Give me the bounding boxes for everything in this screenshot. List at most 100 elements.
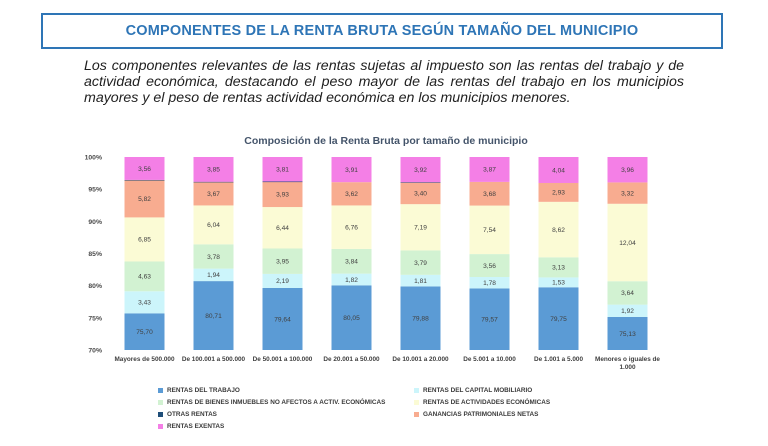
stacked-bar-chart: Composición de la Renta Bruta por tamaño…	[85, 135, 661, 371]
bar-segment	[331, 285, 372, 350]
bar-segment	[469, 157, 510, 182]
x-category-label: De 20.001 a 50.000	[323, 356, 380, 363]
data-label: 6,85	[138, 237, 151, 244]
bar-segment	[469, 288, 510, 350]
legend-swatch	[414, 388, 419, 393]
bar-segment	[607, 157, 648, 183]
x-category-label: De 1.001 a 5.000	[534, 356, 583, 363]
data-label: 3,32	[621, 190, 634, 197]
bar-segment	[607, 316, 648, 350]
data-label: 1,94	[207, 272, 220, 279]
bar-segment	[400, 182, 441, 183]
data-label: 3,87	[483, 167, 496, 174]
bar-segment	[124, 313, 165, 350]
bar-segment	[331, 273, 372, 286]
data-label: 3,93	[276, 192, 289, 199]
legend-label: OTRAS RENTAS	[167, 411, 217, 418]
y-tick-label: 80%	[88, 283, 102, 290]
data-label: 3,62	[345, 191, 358, 198]
data-label: 8,62	[552, 227, 565, 234]
bar-segment	[607, 304, 648, 317]
legend-item: RENTAS EXENTAS	[158, 422, 414, 431]
data-label: 79,75	[550, 316, 567, 323]
x-category-label: De 100.001 a 500.000	[182, 356, 246, 363]
data-label: 3,43	[138, 300, 151, 307]
bar-segment	[124, 261, 165, 292]
bar-segment	[262, 287, 303, 350]
data-label: 4,63	[138, 274, 151, 281]
data-label: 1,92	[621, 308, 634, 315]
bar-segment	[262, 181, 303, 208]
bar-segment	[193, 268, 234, 282]
data-label: 3,78	[207, 254, 220, 261]
bar-segment	[469, 276, 510, 289]
bar-segment	[124, 179, 165, 218]
data-label: 3,96	[621, 167, 634, 174]
legend-swatch	[414, 412, 419, 417]
data-label: 3,56	[483, 263, 496, 270]
legend-item: RENTAS DE ACTIVIDADES ECONÓMICAS	[414, 398, 614, 407]
bar-segment	[607, 281, 648, 305]
bar-segment	[538, 182, 579, 202]
data-label: 3,68	[483, 191, 496, 198]
bar-segment	[262, 248, 303, 274]
bar-segment	[331, 182, 372, 206]
bar-segment	[400, 274, 441, 287]
bar-segment	[400, 250, 441, 275]
data-label: 3,40	[414, 191, 427, 198]
data-label: 1,53	[552, 280, 565, 287]
bar-segment	[469, 205, 510, 255]
data-label: 3,79	[414, 260, 427, 267]
legend-label: RENTAS DE ACTIVIDADES ECONÓMICAS	[423, 399, 551, 406]
y-tick-label: 85%	[88, 251, 102, 258]
bar-segment	[124, 179, 165, 181]
bar-segment	[262, 157, 303, 182]
bar-segment	[538, 157, 579, 183]
page-title-box: COMPONENTES DE LA RENTA BRUTA SEGÚN TAMA…	[41, 13, 723, 49]
data-label: 3,91	[345, 167, 358, 174]
data-label: 2,93	[552, 190, 565, 197]
y-tick-label: 70%	[88, 348, 102, 355]
data-label: 79,88	[412, 316, 429, 323]
data-label: 3,85	[207, 167, 220, 174]
bar-segment	[124, 217, 165, 262]
legend-label: RENTAS DE BIENES INMUEBLES NO AFECTOS A …	[167, 399, 386, 406]
legend-label: GANANCIAS PATRIMONIALES NETAS	[423, 411, 539, 418]
bar-segment	[124, 291, 165, 314]
data-label: 2,19	[276, 278, 289, 285]
y-tick-label: 95%	[88, 187, 102, 194]
x-category-label: 1.000	[620, 364, 636, 371]
legend-swatch	[414, 400, 419, 405]
x-category-label: Menores o iguales de	[595, 356, 660, 363]
data-label: 79,57	[481, 317, 498, 324]
bar-segment	[193, 244, 234, 269]
x-category-label: De 10.001 a 20.000	[392, 356, 449, 363]
data-label: 3,67	[207, 191, 220, 198]
y-tick-label: 75%	[88, 315, 102, 322]
y-tick-label: 100%	[85, 155, 102, 162]
data-label: 6,76	[345, 224, 358, 231]
data-label: 12,04	[619, 240, 636, 247]
data-label: 3,95	[276, 258, 289, 265]
data-label: 5,82	[138, 196, 151, 203]
bar-segment	[400, 286, 441, 350]
data-label: 3,13	[552, 265, 565, 272]
bar-segment	[538, 287, 579, 350]
y-tick-label: 90%	[88, 219, 102, 226]
bar-segment	[538, 257, 579, 278]
x-category-label: Mayores de 500.000	[114, 356, 174, 363]
bar-segment	[262, 207, 303, 249]
bar-segment	[400, 204, 441, 251]
data-label: 3,81	[276, 167, 289, 174]
data-label: 3,92	[414, 167, 427, 174]
data-label: 80,05	[343, 315, 360, 322]
data-label: 6,04	[207, 222, 220, 229]
data-label: 3,84	[345, 259, 358, 266]
bar-segment	[193, 181, 234, 183]
bar-segment	[193, 157, 234, 182]
legend-swatch	[158, 400, 163, 405]
bar-segment	[538, 201, 579, 258]
page-title: COMPONENTES DE LA RENTA BRUTA SEGÚN TAMA…	[125, 23, 639, 39]
bar-segment	[331, 157, 372, 183]
bar-segment	[331, 205, 372, 249]
